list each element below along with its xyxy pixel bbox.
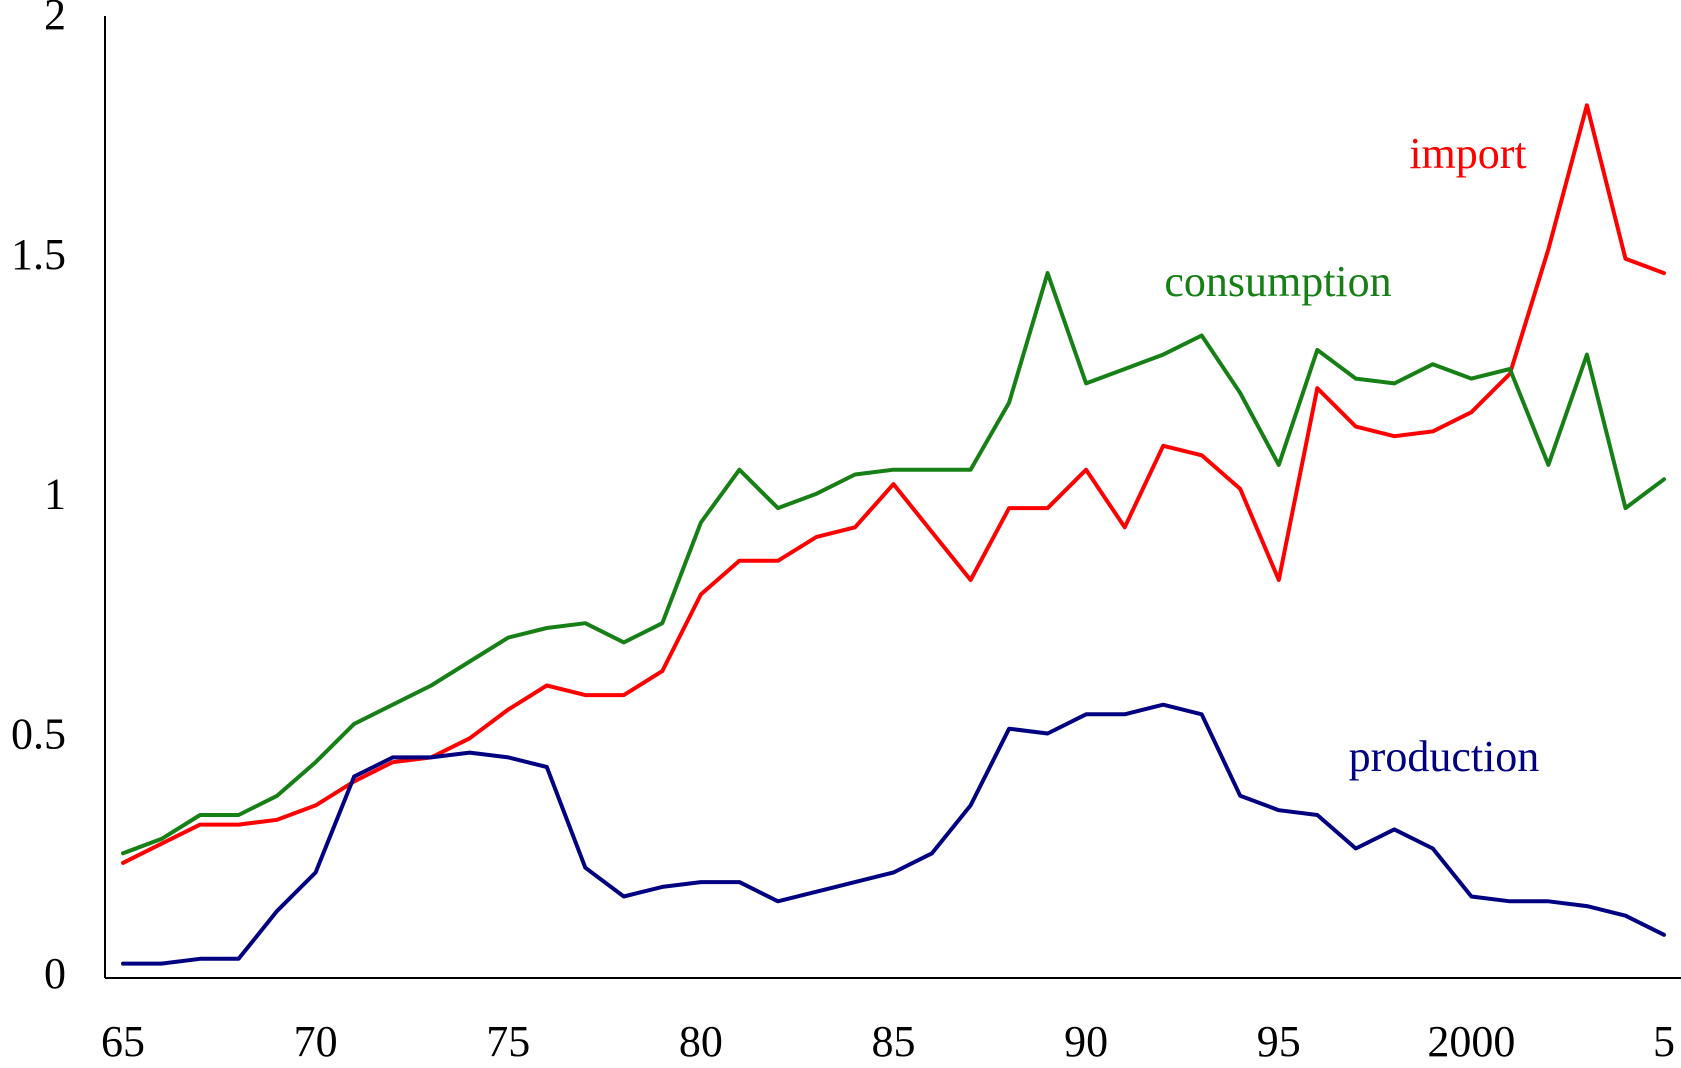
- series-label: consumption: [1164, 257, 1391, 306]
- x-tick-label: 2000: [1427, 1017, 1515, 1066]
- series-label: import: [1409, 129, 1526, 178]
- y-tick-label: 0: [44, 949, 66, 998]
- x-tick-label: 65: [101, 1017, 145, 1066]
- y-tick-label: 1.5: [11, 230, 66, 279]
- x-tick-label: 70: [294, 1017, 338, 1066]
- x-tick-label: 75: [486, 1017, 530, 1066]
- y-tick-label: 0.5: [11, 709, 66, 758]
- x-tick-label: 5: [1653, 1017, 1675, 1066]
- series-line: [121, 103, 1666, 865]
- series-line: [121, 702, 1666, 966]
- y-tick-label: 2: [44, 0, 66, 39]
- x-tick-label: 85: [872, 1017, 916, 1066]
- x-tick-label: 90: [1064, 1017, 1108, 1066]
- y-tick-label: 1: [44, 470, 66, 519]
- x-tick-label: 95: [1257, 1017, 1301, 1066]
- series-line: [121, 271, 1666, 856]
- x-tick-label: 80: [679, 1017, 723, 1066]
- series-label: production: [1349, 732, 1540, 781]
